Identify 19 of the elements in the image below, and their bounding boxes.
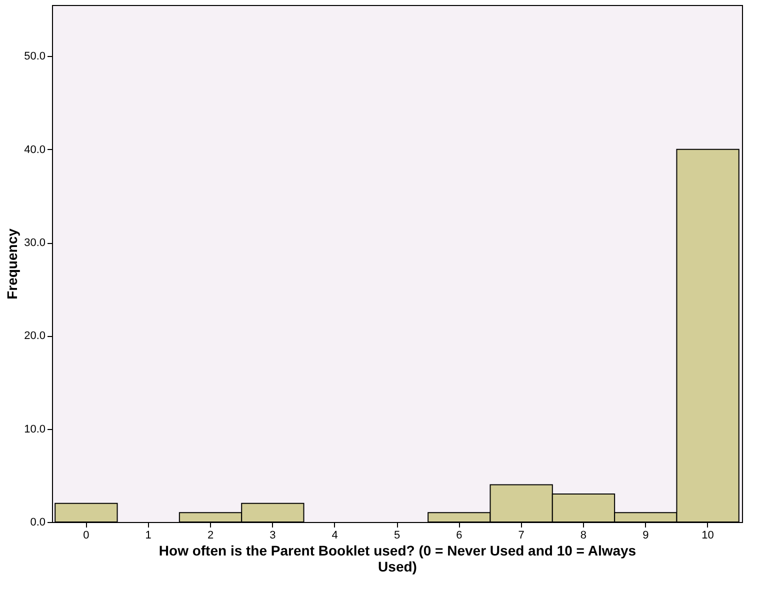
y-axis-title: Frequency: [4, 228, 20, 300]
y-tick-label: 0.0: [30, 516, 46, 528]
x-tick-label: 8: [580, 530, 587, 542]
x-tick-label: 4: [332, 530, 338, 542]
x-tick-label: 7: [518, 530, 524, 542]
x-tick-label: 10: [702, 530, 714, 542]
x-tick-label: 1: [145, 530, 152, 542]
y-tick-label: 20.0: [24, 330, 46, 342]
x-tick-label: 5: [394, 530, 400, 542]
x-tick-label: 3: [270, 530, 276, 542]
y-tick-label: 30.0: [24, 237, 46, 250]
y-tick-label: 10.0: [24, 423, 46, 436]
x-tick-label: 6: [456, 530, 462, 542]
x-tick-label: 9: [642, 530, 649, 542]
y-tick-label: 50.0: [24, 50, 46, 63]
x-tick-label: 0: [83, 530, 90, 542]
y-tick-label: 40.0: [24, 144, 46, 156]
x-axis-title: How often is the Parent Booklet used? (0 = Never Used and 10 = Always Used): [158, 542, 636, 574]
x-tick-label: 2: [207, 530, 214, 542]
